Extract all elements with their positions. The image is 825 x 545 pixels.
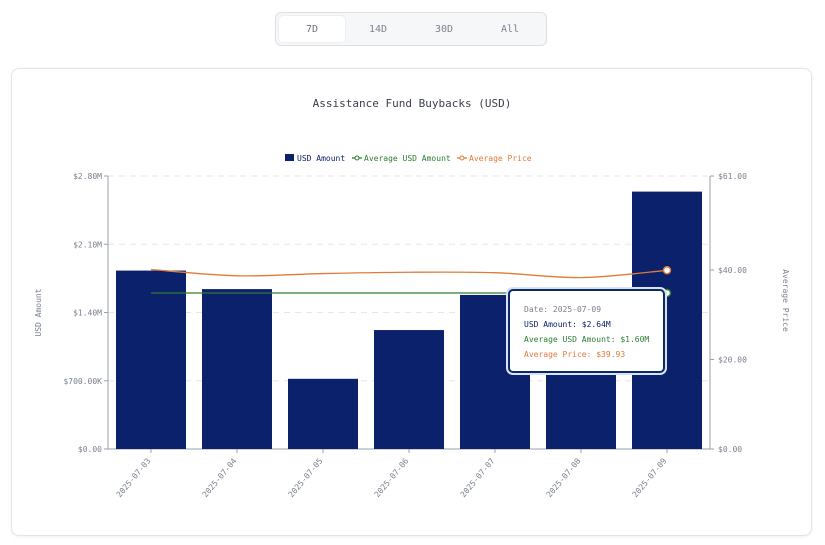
bar	[116, 270, 186, 449]
y-tick-label: $1.40M	[73, 309, 102, 318]
y-tick-label: $0.00	[78, 445, 102, 454]
y-tick-label: $2.80M	[73, 172, 102, 181]
x-tick-label: 2025-07-08	[545, 456, 583, 499]
y2-tick-label: $40.00	[718, 266, 747, 275]
bar	[202, 289, 272, 449]
y-tick-label: $2.10M	[73, 240, 102, 249]
legend-marker-avg-usd-amount	[354, 155, 360, 161]
x-tick-label: 2025-07-07	[459, 456, 497, 499]
y2-tick-label: $0.00	[718, 445, 742, 454]
bar	[374, 330, 444, 449]
tooltip-usd-amount: USD Amount: $2.64M	[524, 320, 611, 329]
chart-tooltip: Date: 2025-07-09 USD Amount: $2.64M Aver…	[508, 289, 665, 373]
legend-label-avg-price: Average Price	[469, 154, 532, 163]
y2-tick-label: $20.00	[718, 355, 747, 364]
tooltip-avg-price: Average Price: $39.93	[524, 350, 626, 359]
y-axis-title: USD Amount	[34, 288, 43, 336]
legend-marker-avg-price	[459, 155, 465, 161]
legend-swatch-usd-amount	[285, 154, 294, 161]
legend-label-avg-usd-amount: Average USD Amount	[364, 154, 451, 163]
avg-price-line	[150, 268, 668, 279]
x-tick-label: 2025-07-05	[287, 456, 325, 499]
range-selector: 7D 14D 30D All	[275, 12, 547, 46]
tab-7d[interactable]: 7D	[279, 16, 345, 42]
avg-price-point	[662, 266, 672, 275]
legend-label-usd-amount: USD Amount	[297, 154, 345, 163]
y-tick-label: $700.00K	[63, 377, 102, 386]
tooltip-avg-usd-amount: Average USD Amount: $1.60M	[524, 335, 650, 344]
chart-title: Assistance Fund Buybacks (USD)	[313, 97, 512, 110]
tooltip-date: Date: 2025-07-09	[524, 305, 602, 314]
x-tick-label: 2025-07-09	[631, 456, 669, 499]
y2-axis-title: Average Price	[781, 269, 790, 332]
tab-all[interactable]: All	[500, 23, 520, 35]
x-tick-label: 2025-07-06	[373, 456, 411, 499]
bar	[288, 378, 358, 449]
y2-tick-label: $61.00	[718, 172, 747, 181]
x-tick-label: 2025-07-04	[201, 456, 239, 499]
tab-14d[interactable]: 14D	[368, 23, 388, 35]
x-tick-label: 2025-07-03	[115, 456, 153, 499]
tab-30d[interactable]: 30D	[434, 23, 454, 35]
